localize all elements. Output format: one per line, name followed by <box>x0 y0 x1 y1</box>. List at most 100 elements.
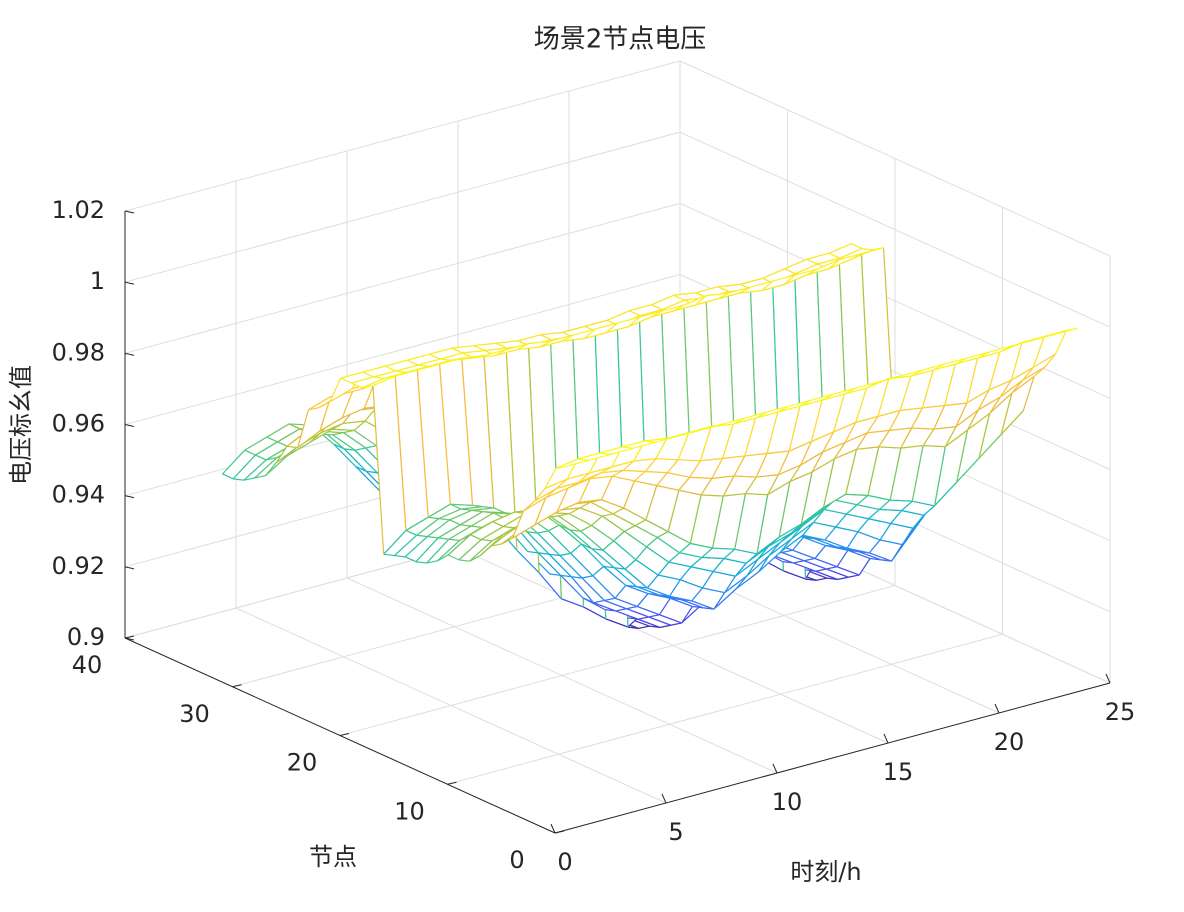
mesh-edge <box>802 534 826 541</box>
mesh-face <box>890 510 924 529</box>
mesh-face <box>584 320 618 332</box>
mesh-edge <box>955 357 978 365</box>
mesh-edge <box>660 624 672 628</box>
mesh-face <box>766 406 800 454</box>
mesh-edge <box>816 259 840 270</box>
mesh-edge <box>690 542 713 549</box>
mesh-edge <box>555 458 579 470</box>
mesh-edge <box>503 525 515 529</box>
mesh-edge <box>724 575 748 594</box>
mesh-edge <box>803 536 826 547</box>
mesh-face <box>813 509 847 527</box>
mesh-edge <box>601 499 624 509</box>
mesh-face <box>648 614 682 626</box>
mesh-edge <box>394 554 406 558</box>
mesh-edge <box>800 441 812 466</box>
mesh-face <box>713 558 747 577</box>
mesh-edge <box>471 509 483 513</box>
mesh-edge <box>679 566 692 581</box>
mesh-edge <box>560 574 584 599</box>
mesh-edge <box>912 514 925 529</box>
mesh-face <box>579 476 613 503</box>
mesh-edge <box>824 526 837 541</box>
mesh-face <box>319 390 353 431</box>
mesh-edge <box>872 247 884 251</box>
mesh-edge <box>449 519 461 526</box>
mesh-edge <box>625 584 649 595</box>
mesh-face <box>344 448 378 473</box>
mesh-edge <box>767 481 791 496</box>
y-tick <box>447 781 457 785</box>
mesh-edge <box>602 513 614 517</box>
mesh-edge <box>550 334 573 342</box>
mesh-edge <box>657 536 680 554</box>
mesh-face <box>717 287 751 300</box>
mesh-edge <box>766 411 779 454</box>
mesh-edge <box>383 553 395 557</box>
mesh-edge <box>428 516 439 520</box>
mesh-edge <box>900 427 913 449</box>
mesh-face <box>933 358 967 371</box>
mesh-edge <box>756 494 769 554</box>
mesh-edge <box>599 446 623 454</box>
mesh-edge <box>655 457 679 461</box>
mesh-edge <box>856 446 879 450</box>
mesh-face <box>415 537 449 564</box>
mesh-edge <box>558 515 582 532</box>
mesh-edge <box>832 393 845 433</box>
mesh-face <box>606 317 640 333</box>
mesh-edge <box>744 452 768 457</box>
mesh-edge <box>523 501 535 512</box>
mesh-edge <box>724 575 736 593</box>
mesh-edge <box>723 492 746 497</box>
mesh-edge <box>811 451 824 473</box>
mesh-edge <box>688 429 700 434</box>
mesh-edge <box>761 283 785 292</box>
mesh-edge <box>480 545 492 556</box>
mesh-edge <box>723 557 747 564</box>
mesh-edge <box>888 410 901 431</box>
mesh-edge <box>362 371 374 378</box>
mesh-edge <box>460 511 483 526</box>
mesh-edge <box>561 598 584 608</box>
mesh-edge <box>244 436 268 451</box>
x-tick-label: 15 <box>883 758 914 786</box>
mesh-edge <box>867 494 891 501</box>
y-tick <box>339 733 350 736</box>
mesh-edge <box>691 587 703 602</box>
mesh-edge <box>778 523 802 538</box>
mesh-face <box>635 546 669 575</box>
mesh-edge <box>955 409 979 428</box>
mesh-edge <box>517 343 529 350</box>
mesh-edge <box>744 476 757 494</box>
mesh-edge <box>922 428 935 446</box>
x-axis-label: 时刻/h <box>790 858 861 886</box>
mesh-edge <box>792 549 816 559</box>
mesh-face <box>577 452 611 461</box>
mesh-edge <box>812 509 825 523</box>
mesh-edge <box>869 552 892 562</box>
mesh-edge <box>901 527 914 545</box>
mesh-edge <box>600 475 613 501</box>
mesh-edge <box>437 524 461 539</box>
mesh-edge <box>549 553 560 557</box>
mesh-edge <box>579 501 592 509</box>
mesh-edge <box>833 421 856 433</box>
mesh-edge <box>651 304 663 311</box>
mesh-edge <box>814 545 827 559</box>
mesh-edge <box>734 562 747 577</box>
mesh-edge <box>555 465 567 470</box>
mesh-face <box>373 371 407 379</box>
mesh-edge <box>662 299 685 311</box>
mesh-edge <box>233 478 245 481</box>
mesh-edge <box>637 618 661 628</box>
mesh-edge <box>955 357 967 365</box>
mesh-face <box>244 437 278 456</box>
mesh-edge <box>426 560 438 564</box>
mesh-face <box>762 268 796 284</box>
mesh-face <box>803 537 837 547</box>
mesh-edge <box>821 393 834 401</box>
mesh-edge <box>255 441 278 456</box>
mesh-edge <box>319 417 343 432</box>
mesh-face <box>592 548 626 570</box>
